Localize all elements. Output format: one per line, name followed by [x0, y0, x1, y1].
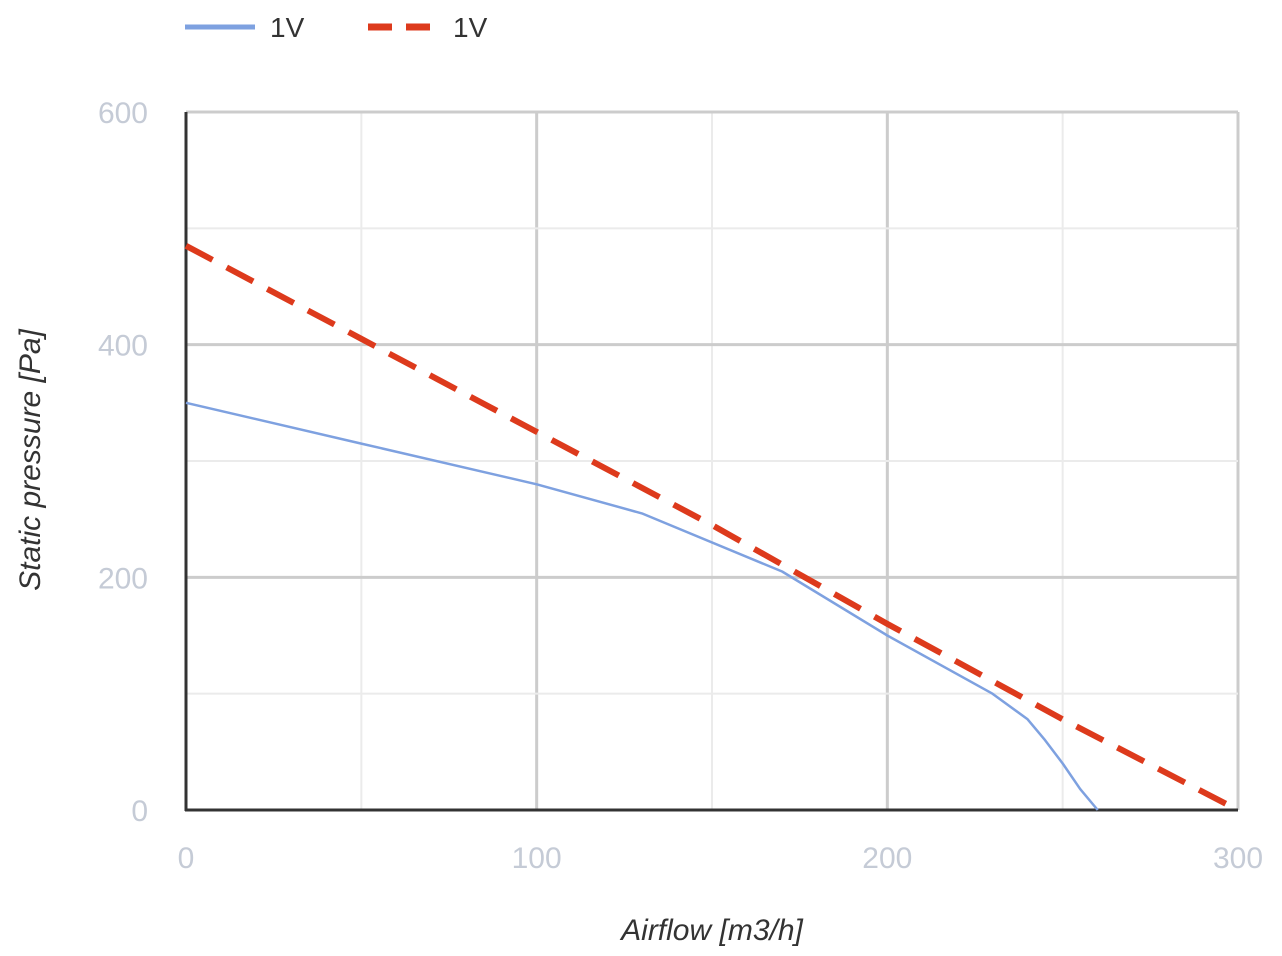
- y-tick-label: 0: [131, 795, 148, 828]
- y-tick-label: 600: [98, 97, 148, 130]
- series-line-2: [184, 243, 1240, 813]
- gridlines: [186, 110, 1240, 810]
- x-tick-label: 0: [178, 842, 195, 875]
- legend-label-series-1: 1V: [270, 12, 305, 43]
- plot-series: [184, 243, 1240, 813]
- legend: 1V 1V: [185, 12, 488, 43]
- legend-label-series-2: 1V: [453, 12, 488, 43]
- y-axis-title: Static pressure [Pa]: [14, 328, 47, 590]
- tick-labels: 0 100 200 300 0 200 400 600: [98, 97, 1263, 875]
- y-tick-label: 200: [98, 562, 148, 595]
- x-tick-label: 300: [1213, 842, 1263, 875]
- x-tick-label: 200: [862, 842, 912, 875]
- x-axis-title: Airflow [m3/h]: [619, 914, 803, 947]
- series-line-1: [185, 401, 1099, 811]
- y-tick-label: 400: [98, 330, 148, 363]
- axes: [184, 112, 1238, 812]
- x-tick-label: 100: [512, 842, 562, 875]
